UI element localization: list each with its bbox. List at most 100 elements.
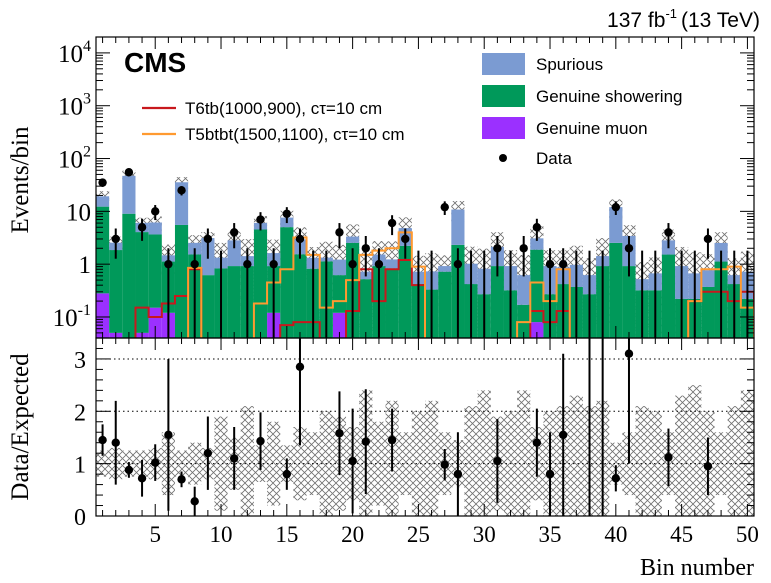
data-point-bin-35 [545,259,555,269]
y-tick-label-top-10000: 104 [58,38,91,68]
x-tick-label-45: 45 [670,522,693,547]
bottom-panel-frame [95,337,755,517]
unc-ratio-bin-45 [675,395,689,516]
ratio-point-bin-6 [164,430,173,440]
ratio-point-bin-40 [611,474,621,483]
x-tick-label-35: 35 [539,522,562,547]
ratio-point-bin-27 [440,460,449,469]
bar-spurious-bin-34 [530,238,544,250]
bar-spurious-bin-23 [385,259,399,269]
ratio-point-bin-4 [137,474,147,483]
x-tick-label-15: 15 [275,522,298,547]
legend-signal-2-label: T5btbt(1500,1100), cτ=10 cm [185,125,405,144]
bar-genuine-showering-bin-5 [148,234,162,308]
ratio-point-bin-35 [545,469,555,479]
bar-spurious-bin-47 [701,270,715,287]
ratio-point-bin-47 [703,462,713,471]
bar-genuine-showering-bin-31 [490,266,504,338]
data-point-bin-3 [124,168,134,177]
x-tick-label-30: 30 [473,522,496,547]
data-point-bin-5 [151,207,160,216]
y-tick-label-bottom-3: 3 [74,348,86,374]
bar-genuine-muon-bin-1 [96,293,110,338]
legend-spurious-label: Spurious [536,55,603,74]
data-point-bin-2 [111,234,120,244]
bar-genuine-showering-bin-40 [609,242,623,338]
ratio-point-bin-20 [348,456,357,466]
unc-ratio-bin-33 [517,390,531,516]
legend-data-label: Data [536,149,572,168]
unc-ratio-bin-24 [398,432,412,496]
bar-spurious-bin-33 [517,275,531,305]
ratio-point-bin-5 [151,458,160,467]
bar-genuine-showering-bin-23 [385,268,399,338]
x-tick-label-25: 25 [407,522,430,547]
unc-ratio-bin-8 [188,442,202,485]
data-point-bin-14 [269,259,278,269]
legend-showering: Genuine showering [482,85,682,107]
data-point-bin-19 [335,228,344,237]
bar-genuine-showering-bin-27 [438,271,452,338]
data-point-bin-8 [190,259,199,269]
ratio-point-bin-21 [361,437,370,446]
data-point-bin-41 [624,244,634,253]
unc-ratio-bin-49 [727,406,741,516]
legend-muon-swatch [482,117,525,139]
y-tick-label-top-10: 10 [66,199,91,226]
legend-spurious-swatch [482,53,525,75]
data-point-bin-22 [374,259,384,269]
data-point-bin-44 [664,228,673,237]
bar-spurious-bin-5 [148,222,162,235]
unc-ratio-bin-12 [240,406,254,516]
bar-genuine-showering-bin-16 [293,254,307,338]
ratio-point-bin-9 [203,448,213,458]
ratio-point-bin-23 [387,435,397,445]
bar-genuine-showering-bin-33 [517,304,531,338]
bar-genuine-showering-bin-21 [359,279,373,338]
legend-data-marker [499,154,507,162]
y-axis-label-bottom: Data/Expected [7,353,34,501]
ratio-point-bin-19 [335,429,344,438]
data-point-bin-4 [137,223,147,232]
data-point-bin-27 [440,202,449,212]
data-point-bin-13 [256,215,265,224]
x-tick-label-5: 5 [149,522,161,547]
x-tick-label-40: 40 [604,522,627,547]
data-point-bin-28 [453,259,463,269]
bar-spurious-bin-28 [451,209,465,245]
x-tick-label-20: 20 [341,522,364,547]
x-axis-label: Bin number [640,555,754,581]
cms-label: CMS [124,47,186,78]
ratio-point-bin-16 [295,362,305,371]
unc-ratio-bin-14 [267,421,281,506]
data-points [98,168,749,338]
x-tick-label-10: 10 [210,522,233,547]
bar-genuine-showering-bin-41 [622,266,636,338]
bar-genuine-showering-bin-44 [661,254,676,338]
lumi-label: 137 fb-1 (13 TeV) [607,6,760,32]
data-point-bin-12 [243,259,252,269]
y-tick-label-bottom-2: 2 [74,400,86,426]
ratio-point-bin-15 [282,469,292,479]
ratio-point-bin-41 [624,349,634,358]
bar-genuine-showering-bin-1 [96,206,110,294]
bar-genuine-showering-bin-15 [280,227,294,338]
unc-ratio-bin-22 [372,421,386,506]
ratio-point-bin-31 [493,456,502,466]
x-tick-label-50: 50 [736,522,759,547]
bar-genuine-showering-bin-34 [530,249,544,323]
data-point-bin-11 [229,228,239,237]
unc-ratio-bin-25 [411,411,425,516]
ratio-point-bin-11 [229,454,239,463]
legend-spurious: Spurious [482,53,603,75]
ratio-point-bin-3 [124,465,134,475]
ratio-point-bin-1 [98,435,107,445]
ratio-reference-lines [96,358,754,465]
bar-spurious-bin-27 [438,266,452,272]
bar-genuine-muon-bin-5 [148,307,162,338]
ratio-point-bin-13 [256,436,265,446]
ratio-point-bin-36 [558,430,568,440]
ratio-point-bin-8 [190,497,199,506]
data-point-bin-1 [98,178,107,187]
unc-ratio-bin-30 [477,390,491,516]
